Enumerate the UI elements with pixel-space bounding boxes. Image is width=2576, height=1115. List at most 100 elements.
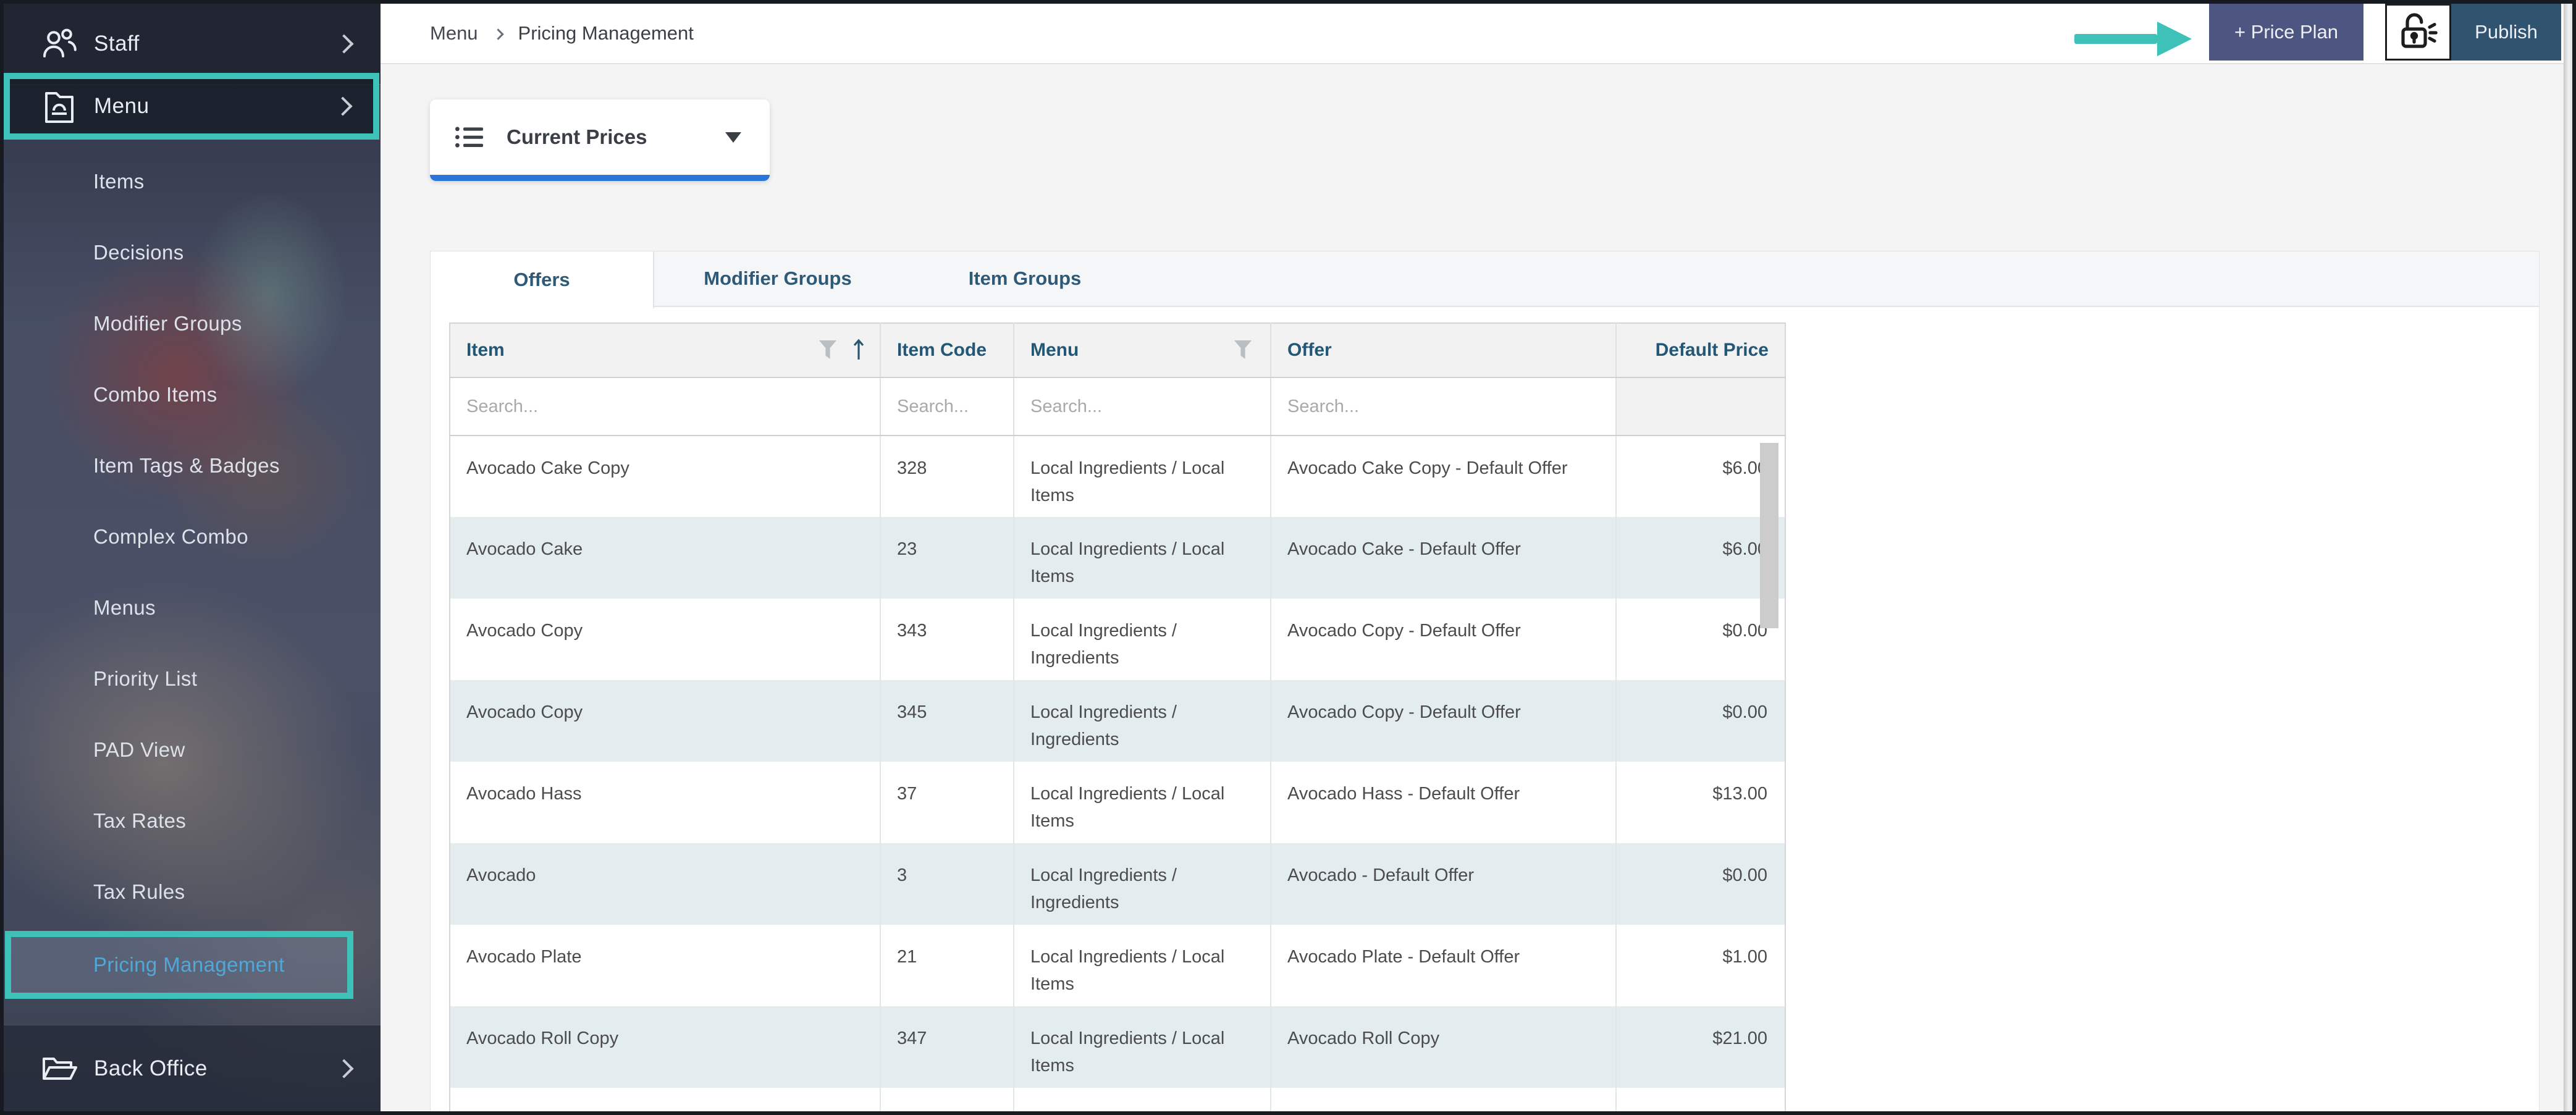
sidebar-item-label: Item Tags & Badges [93,453,280,477]
cell-offer: Avocado Hass - Default Offer [1271,762,1617,843]
annotation-highlight-menu: Menu [4,73,379,140]
cell-offer: Avocado Cake - Default Offer [1271,517,1617,599]
cell-menu: Local Ingredients / Local Items [1014,1088,1271,1111]
sidebar-item-pricing-management[interactable]: Pricing Management [5,931,353,999]
cell-default-price: $21.00 [1616,1088,1785,1111]
tab-modifier-groups[interactable]: Modifier Groups [654,251,901,306]
chevron-right-icon [334,1058,354,1079]
tab-bar: Offers Modifier Groups Item Groups [431,251,2539,308]
table-row[interactable]: Avocado 3 Local Ingredients / Ingredient… [450,843,1785,925]
sidebar-item-tax-rates[interactable]: Tax Rates [4,785,381,856]
sidebar-item-priority-list[interactable]: Priority List [4,643,381,714]
cell-item: Avocado Roll Copy [450,1088,881,1111]
cell-item-code: 345 [880,680,1014,762]
breadcrumb: Menu Pricing Management [430,4,694,63]
cell-item: Avocado Hass [450,762,881,843]
filter-icon[interactable] [1234,340,1252,360]
sort-ascending-icon[interactable] [852,339,865,361]
cell-menu: Local Ingredients / Local Items [1014,517,1271,599]
cell-offer: Avocado - Default Offer [1271,843,1617,925]
column-header-default-price[interactable]: Default Price [1616,323,1785,378]
filter-icon[interactable] [819,340,836,360]
sidebar-item-label: Menu [94,94,149,118]
sidebar-item-complex-combo[interactable]: Complex Combo [4,501,381,572]
cell-item-code: 343 [880,599,1014,680]
cell-item: Avocado Copy [450,680,881,762]
sidebar-item-menus[interactable]: Menus [4,572,381,643]
sidebar-item-label: Back Office [94,1056,208,1080]
table-header-row: Item Item Code Menu Offer Default Price [450,323,1785,378]
sidebar-item-items[interactable]: Items [4,146,381,217]
column-header-menu[interactable]: Menu [1014,323,1271,378]
publish-button-label: Publish [2475,21,2538,43]
table-body: Avocado Cake Copy 328 Local Ingredients … [450,435,1785,1111]
price-plan-button[interactable]: + Price Plan [2209,4,2363,61]
column-header-item-code[interactable]: Item Code [880,323,1014,378]
cell-default-price: $0.00 [1722,865,1767,885]
page-scrollbar[interactable] [2564,4,2572,1111]
cell-offer: Avocado Copy - Default Offer [1271,680,1617,762]
sidebar-item-modifier-groups[interactable]: Modifier Groups [4,288,381,359]
chevron-right-icon [334,34,354,54]
cell-offer: Avocado Cake Copy - Default Offer [1271,435,1617,517]
item-code-search-input[interactable] [881,378,1013,435]
caret-down-icon [725,132,741,143]
tab-offers[interactable]: Offers [431,251,654,308]
price-list-selector[interactable]: Current Prices [430,99,770,181]
table-row[interactable]: Avocado Copy 345 Local Ingredients / Ing… [450,680,1785,762]
selector-accent-bar [430,175,770,181]
column-header-item[interactable]: Item [450,323,881,378]
menu-board-icon [40,87,79,125]
sidebar-item-tax-rules[interactable]: Tax Rules [4,856,381,927]
cell-menu: Local Ingredients / Local Items [1014,1006,1271,1088]
table-row[interactable]: Avocado Copy 343 Local Ingredients / Ing… [450,599,1785,680]
cell-item-code: 326 [880,1088,1014,1111]
sidebar-item-back-office[interactable]: Back Office [4,1025,381,1111]
cell-default-price: $0.00 [1722,702,1767,722]
table-row[interactable]: Avocado Cake 23 Local Ingredients / Loca… [450,517,1785,599]
table-row[interactable]: Avocado Hass 37 Local Ingredients / Loca… [450,762,1785,843]
sidebar-item-item-tags-badges[interactable]: Item Tags & Badges [4,430,381,501]
sidebar-item-label: Tax Rates [93,809,187,832]
table-row[interactable]: Avocado Roll Copy 326 Local Ingredients … [450,1088,1785,1111]
cell-item: Avocado Cake [450,517,881,599]
open-folder-icon [40,1053,79,1085]
offer-search-input[interactable] [1271,378,1615,435]
sidebar-item-decisions[interactable]: Decisions [4,217,381,288]
main-content: Current Prices Offers Modifier Groups It… [381,64,2564,1111]
cell-offer: Avocado Plate - Default Offer [1271,925,1617,1006]
breadcrumb-menu[interactable]: Menu [430,22,478,44]
cell-item-code: 21 [880,925,1014,1006]
cell-offer: Avocado Copy - Default Offer [1271,599,1617,680]
table-scrollbar-thumb[interactable] [1760,443,1778,628]
tab-label: Modifier Groups [704,267,852,289]
sidebar-item-menu[interactable]: Menu [10,79,373,133]
list-icon [455,125,484,149]
sidebar-item-pad-view[interactable]: PAD View [4,714,381,785]
sidebar-item-label: Menus [93,595,156,619]
cell-item-code: 37 [880,762,1014,843]
column-header-offer[interactable]: Offer [1271,323,1617,378]
cell-default-price: $13.00 [1712,784,1767,804]
cell-item: Avocado Cake Copy [450,435,881,517]
item-search-input[interactable] [450,378,880,435]
tab-item-groups[interactable]: Item Groups [901,251,1148,306]
cell-item: Avocado Roll Copy [450,1006,881,1088]
breadcrumb-pricing-management: Pricing Management [518,22,694,44]
cell-default-price: $6.00 [1722,458,1767,478]
table-row[interactable]: Avocado Roll Copy 347 Local Ingredients … [450,1006,1785,1088]
cell-menu: Local Ingredients / Ingredients [1014,680,1271,762]
price-plan-button-label: + Price Plan [2234,21,2338,43]
table-row[interactable]: Avocado Plate 21 Local Ingredients / Loc… [450,925,1785,1006]
sidebar-item-label: Combo Items [93,382,217,406]
sidebar-item-combo-items[interactable]: Combo Items [4,359,381,430]
menu-search-input[interactable] [1014,378,1270,435]
sidebar-item-label: Decisions [93,240,184,264]
publish-button[interactable]: Publish [2451,4,2561,61]
people-icon [40,27,79,61]
menu-subitems: Items Decisions Modifier Groups Combo It… [4,146,381,999]
cell-menu: Local Ingredients / Ingredients [1014,599,1271,680]
table-row[interactable]: Avocado Cake Copy 328 Local Ingredients … [450,435,1785,517]
lock-button[interactable] [2385,4,2451,61]
